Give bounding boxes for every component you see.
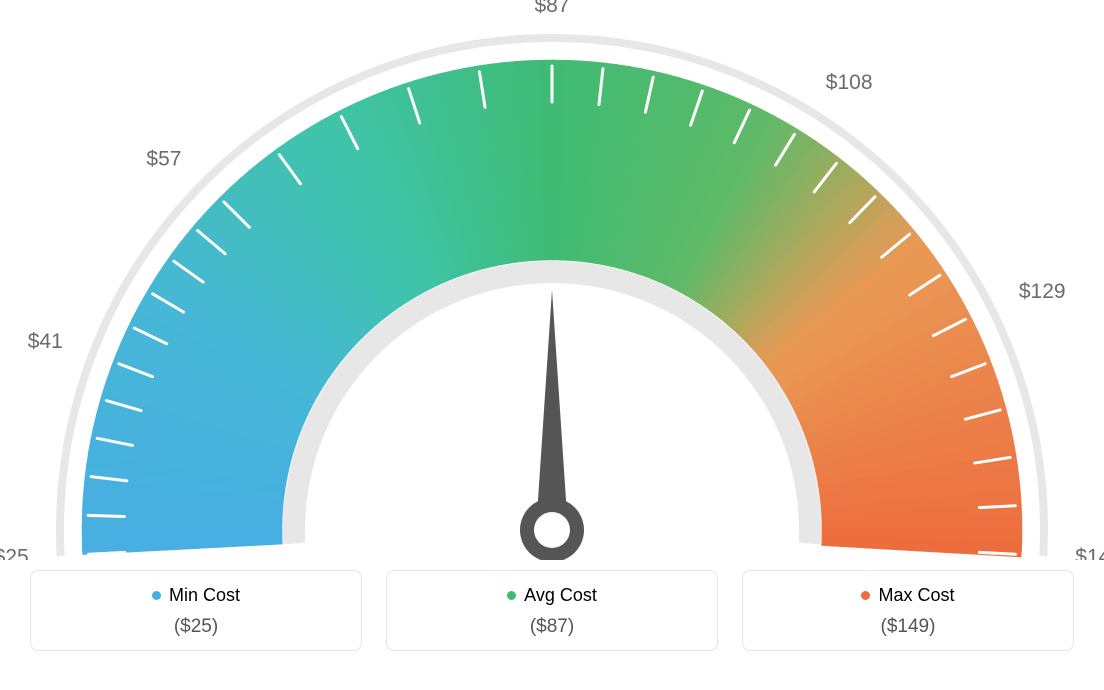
- legend-value-avg: ($87): [397, 616, 707, 638]
- gauge-tick-label: $57: [146, 147, 181, 170]
- legend-title-max: Max Cost: [861, 585, 954, 606]
- legend-value-min: ($25): [41, 616, 351, 638]
- gauge-tick-label: $87: [534, 0, 569, 17]
- legend-title-avg: Avg Cost: [507, 585, 597, 606]
- legend-card-avg: Avg Cost ($87): [386, 570, 718, 651]
- legend-label-max: Max Cost: [878, 585, 954, 606]
- gauge-tick-label: $129: [1019, 280, 1066, 303]
- gauge-tick-label: $108: [826, 71, 873, 94]
- legend-row: Min Cost ($25) Avg Cost ($87) Max Cost (…: [0, 570, 1104, 651]
- gauge-tick-label: $149: [1075, 545, 1104, 560]
- legend-card-min: Min Cost ($25): [30, 570, 362, 651]
- legend-title-min: Min Cost: [152, 585, 240, 606]
- legend-value-max: ($149): [753, 616, 1063, 638]
- dot-icon: [507, 591, 516, 600]
- gauge-needle: [536, 290, 568, 530]
- dot-icon: [152, 591, 161, 600]
- legend-label-min: Min Cost: [169, 585, 240, 606]
- gauge-tick-label: $41: [28, 330, 63, 353]
- legend-label-avg: Avg Cost: [524, 585, 597, 606]
- gauge-chart: $25 $41 $57 $87 $108 $129 $149: [0, 0, 1104, 560]
- gauge-tick-label: $25: [0, 545, 29, 560]
- gauge-svg: $25 $41 $57 $87 $108 $129 $149: [0, 0, 1104, 560]
- dot-icon: [861, 591, 870, 600]
- legend-card-max: Max Cost ($149): [742, 570, 1074, 651]
